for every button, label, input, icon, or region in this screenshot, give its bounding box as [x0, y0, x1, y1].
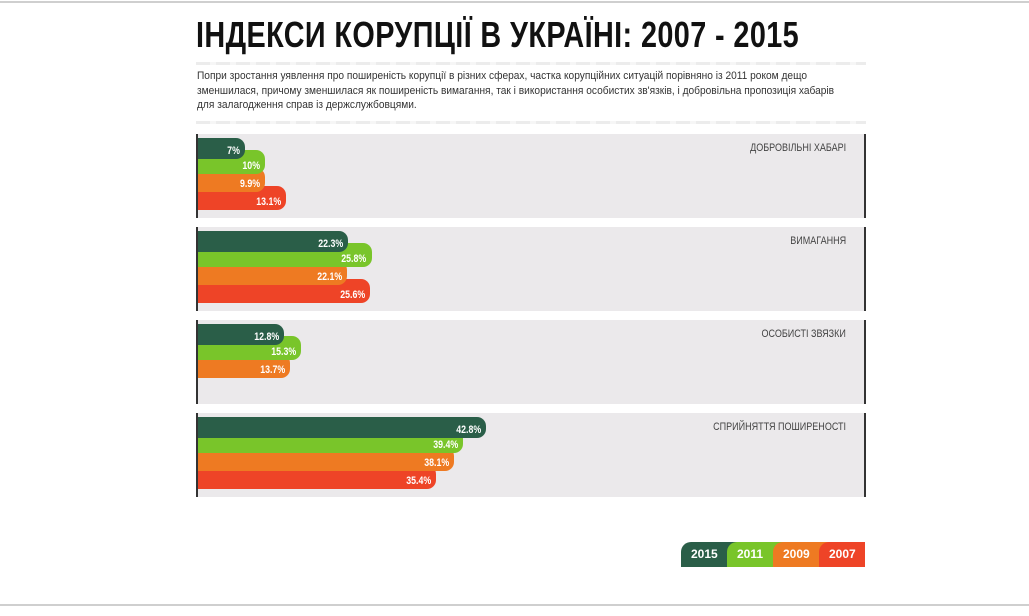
frame-bottom-border — [0, 604, 1029, 606]
description-line: зменшилася, причому зменшилася як пошире… — [197, 84, 835, 97]
bar-2015: 22.3% — [198, 231, 349, 252]
bar-value-label: 13.1% — [256, 196, 282, 208]
bar-value-label: 22.1% — [316, 271, 342, 283]
divider-bottom — [196, 121, 866, 124]
bar-value-label: 25.6% — [340, 289, 366, 301]
divider-top — [196, 62, 866, 65]
bar-value-label: 12.8% — [254, 331, 280, 343]
bar-value-label: 39.4% — [433, 439, 459, 451]
category-panel: СПРИЙНЯТТЯ ПОШИРЕНОСТІ 42.8% 39.4% 38.1% 35.… — [196, 413, 866, 497]
legend-item-2007: 2007 — [819, 542, 865, 567]
description: Попри зростання уявлення про поширеність… — [197, 69, 877, 113]
bar-value-label: 13.7% — [260, 364, 286, 376]
bar-value-label: 15.3% — [271, 346, 296, 358]
description-line: для залагодження справ із держслужбовцям… — [197, 99, 417, 111]
bar-value-label: 7% — [227, 145, 241, 157]
bar-value-label: 22.3% — [318, 238, 344, 250]
bar-value-label: 25.8% — [341, 253, 367, 265]
category-label: СПРИЙНЯТТЯ ПОШИРЕНОСТІ — [713, 421, 846, 433]
bar-value-label: 9.9% — [239, 178, 260, 190]
frame-top-border — [0, 1, 1029, 3]
category-panel: ДОБРОВІЛЬНІ ХАБАРІ 7% 10% 9.9% 13.1% — [196, 134, 866, 218]
category-label: ВИМАГАННЯ — [790, 235, 846, 247]
category-label: ДОБРОВІЛЬНІ ХАБАРІ — [749, 142, 846, 154]
bar-2015: 12.8% — [198, 324, 285, 345]
bar-2015: 7% — [198, 138, 246, 159]
bar-value-label: 10% — [242, 160, 261, 172]
bar-2015: 42.8% — [198, 417, 487, 438]
bar-value-label: 42.8% — [456, 424, 482, 436]
bar-value-label: 35.4% — [406, 475, 432, 487]
category-panel: ОСОБИСТІ ЗВЯЗКИ 12.8% 15.3% 13.7% — [196, 320, 866, 404]
bar-value-label: 38.1% — [424, 457, 450, 469]
legend: 2015 2011 2009 2007 — [681, 542, 867, 567]
category-panel: ВИМАГАННЯ 22.3% 25.8% 22.1% 25.6% — [196, 227, 866, 311]
page-title: ІНДЕКСИ КОРУПЦІЇ В УКРАЇНІ: 2007 - 2015 — [196, 14, 800, 55]
category-label: ОСОБИСТІ ЗВЯЗКИ — [761, 328, 846, 340]
description-line: Попри зростання уявлення про поширеність… — [197, 70, 807, 82]
